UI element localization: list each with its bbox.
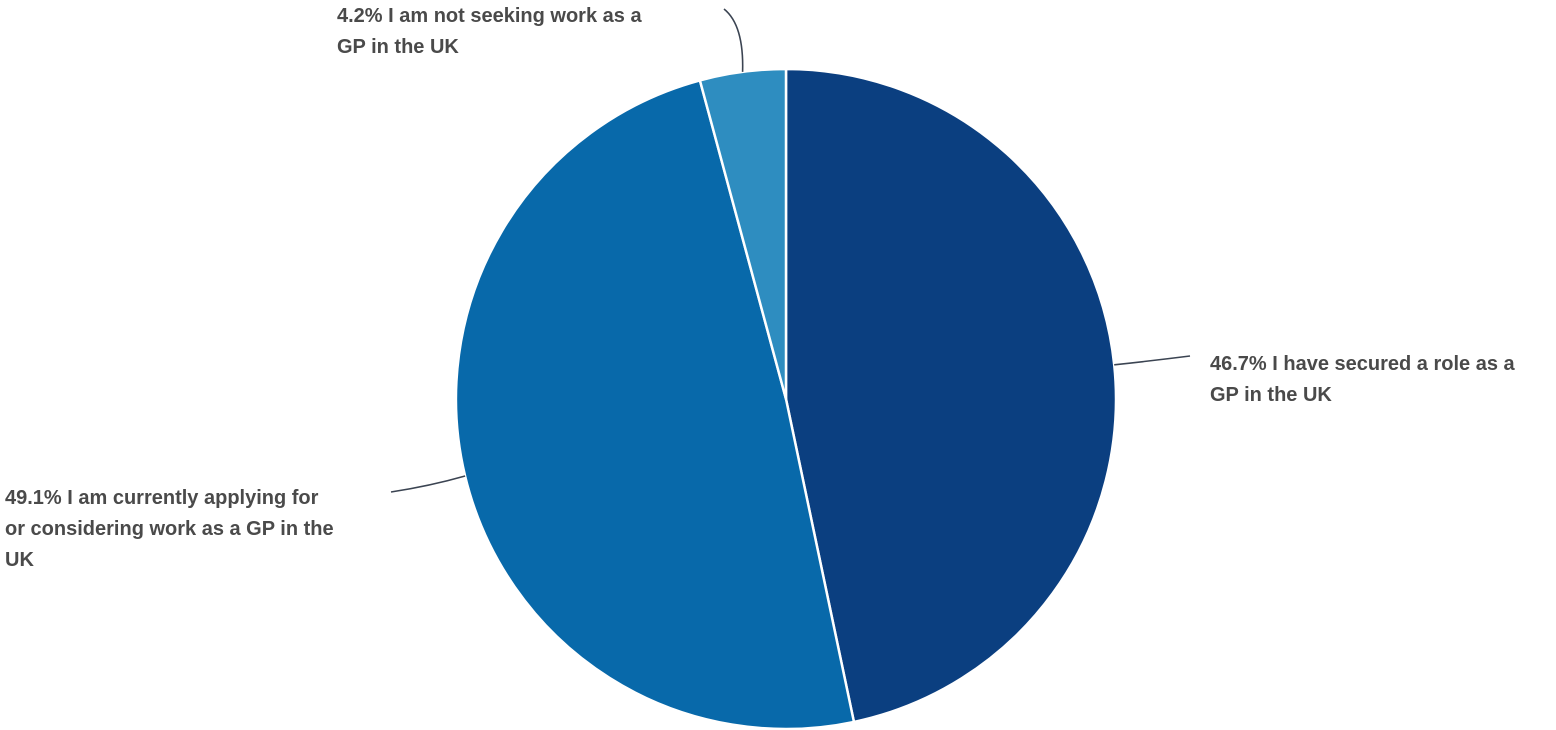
leader-line-secured-role — [1114, 355, 1191, 366]
leader-line-applying — [390, 475, 466, 493]
pie-slices — [454, 67, 1118, 730]
leader-lines — [390, 8, 1191, 493]
slice-label-not-seeking-work: 4.2% I am not seeking work as a GP in th… — [337, 1, 642, 63]
label-line: or considering work as a GP in the — [5, 518, 334, 540]
pie-slice-secured-role — [784, 67, 1118, 724]
slice-label-secured-role: 46.7% I have secured a role as a GP in t… — [1210, 349, 1515, 411]
label-line: GP in the UK — [1210, 384, 1332, 406]
label-line: 46.7% I have secured a role as a — [1210, 353, 1515, 375]
label-line: UK — [5, 549, 34, 571]
label-line: 49.1% I am currently applying for — [5, 487, 319, 509]
label-line: 4.2% I am not seeking work as a — [337, 5, 642, 27]
slice-label-applying-or-considering: 49.1% I am currently applying for or con… — [5, 483, 334, 576]
leader-line-not-seeking — [723, 8, 744, 72]
label-line: GP in the UK — [337, 36, 459, 58]
